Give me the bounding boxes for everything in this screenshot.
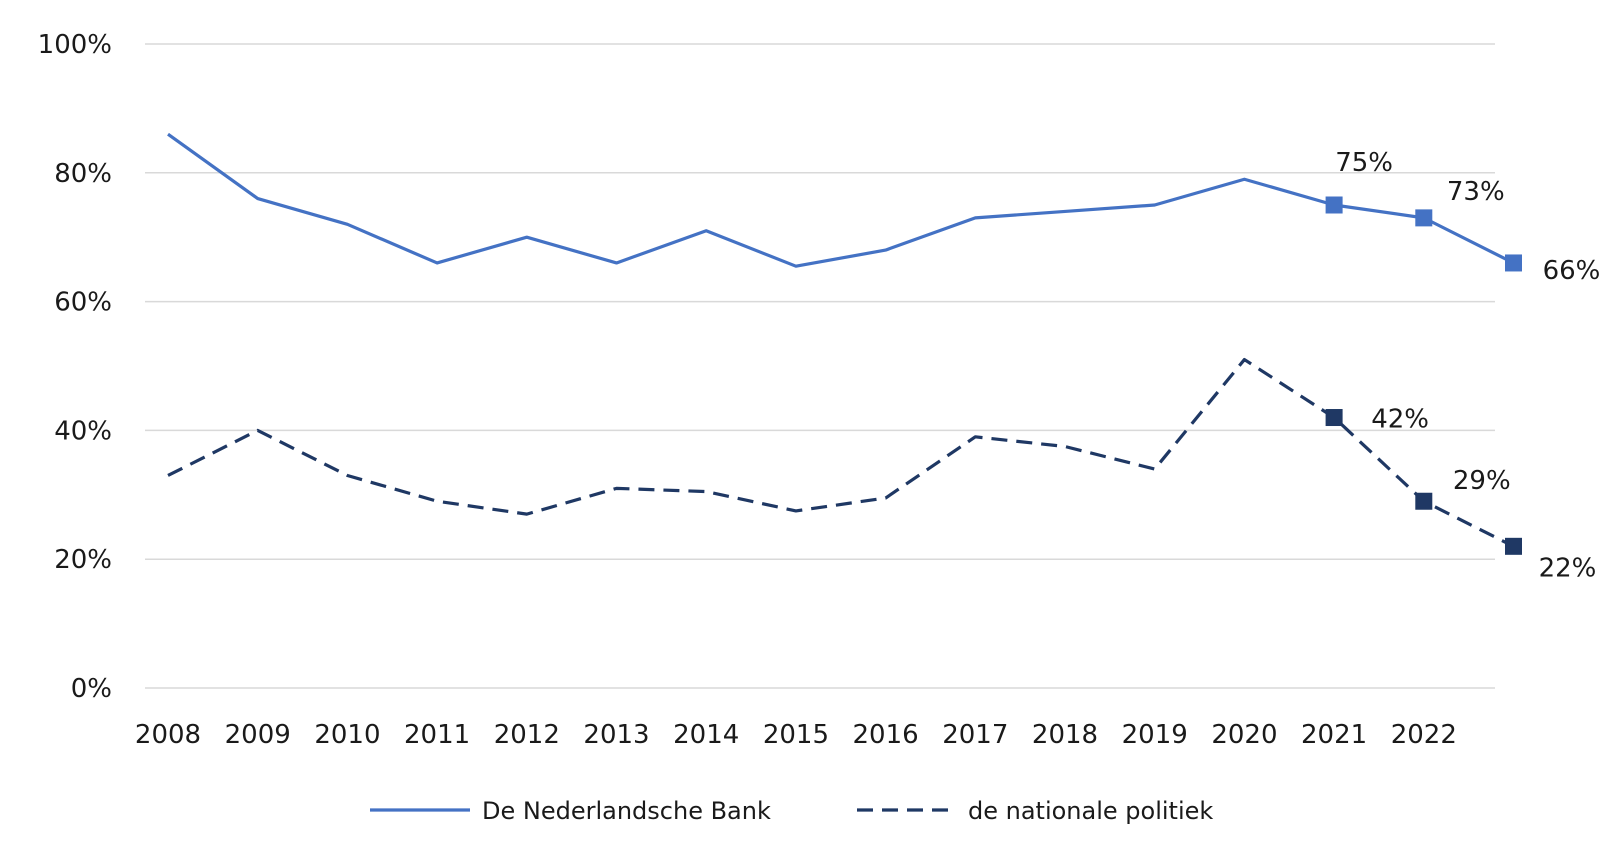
data-point-marker [1505,537,1522,555]
x-tick-label: 2021 [1301,720,1367,750]
y-tick-label: 60% [54,288,112,318]
data-label: 22% [1539,553,1597,583]
y-tick-label: 20% [54,545,112,575]
x-tick-label: 2012 [494,720,560,750]
data-label: 42% [1371,405,1429,435]
x-tick-label: 2010 [314,720,380,750]
data-point-marker [1415,209,1433,227]
data-label: 66% [1543,256,1600,286]
series-lines [167,132,1522,555]
data-point-marker [1415,492,1433,510]
x-tick-label: 2018 [1032,720,1098,750]
y-tick-label: 0% [71,674,112,704]
series-line-politiek [167,357,1515,548]
data-label: 29% [1453,466,1511,496]
legend: De Nederlandsche Bank de nationale politi… [370,797,1213,825]
legend-label: de nationale politiek [968,797,1213,825]
y-tick-label: 80% [54,159,112,189]
x-tick-label: 2017 [942,720,1008,750]
legend-label: De Nederlandsche Bank [482,797,771,825]
series-line-dnb [167,132,1515,268]
y-axis-ticks: 0% 20% 40% 60% 80% 100% [38,30,112,704]
x-tick-label: 2016 [853,720,919,750]
x-tick-label: 2014 [673,720,739,750]
y-tick-label: 40% [54,416,112,446]
y-tick-label: 100% [38,30,112,60]
x-tick-label: 2022 [1391,720,1457,750]
x-axis-ticks: 2008 2009 2010 2011 2012 2013 2014 2015 2016 2017… [135,720,1457,750]
x-tick-label: 2015 [763,720,829,750]
x-tick-label: 2019 [1122,720,1188,750]
x-tick-label: 2008 [135,720,201,750]
x-tick-label: 2020 [1211,720,1277,750]
x-tick-label: 2009 [225,720,291,750]
x-tick-label: 2013 [583,720,649,750]
data-label: 75% [1335,148,1393,178]
data-label: 73% [1447,177,1505,207]
gridlines [145,43,1495,689]
data-point-marker [1325,409,1343,427]
data-point-marker [1505,254,1522,272]
data-point-marker [1325,196,1343,214]
data-labels: 75% 73% 66% 42% 29% 22% [1335,148,1600,583]
x-tick-label: 2011 [404,720,470,750]
